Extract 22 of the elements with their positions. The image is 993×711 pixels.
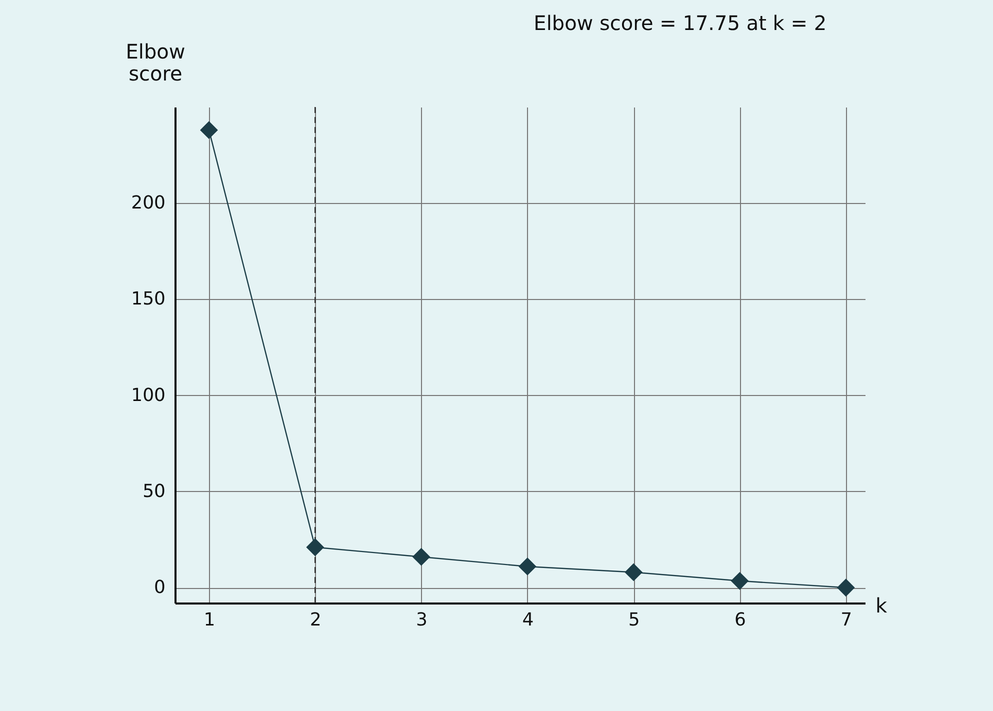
point xyxy=(624,563,643,582)
x-tick-label: 3 xyxy=(416,610,428,630)
x-tick-label: 4 xyxy=(522,610,534,630)
y-tick-label: 50 xyxy=(142,480,166,502)
point xyxy=(730,572,749,590)
point xyxy=(306,538,324,556)
x-tick-label: 7 xyxy=(840,610,852,630)
y-tick-label: 150 xyxy=(131,288,166,310)
chart-title: Elbow score = 17.75 at k = 2 xyxy=(534,11,827,35)
x-tick-label: 1 xyxy=(204,610,216,630)
x-tick-label: 5 xyxy=(628,610,640,630)
x-tick-label: 2 xyxy=(310,610,322,630)
point xyxy=(412,548,430,566)
y-axis-title: Elbow score xyxy=(126,40,186,86)
x-axis-title: k xyxy=(876,594,888,618)
point xyxy=(200,121,218,140)
y-tick-label: 0 xyxy=(154,577,166,598)
y-tick-label: 200 xyxy=(131,192,166,214)
point xyxy=(518,558,536,576)
x-tick-label: 6 xyxy=(734,610,746,630)
y-tick-label: 100 xyxy=(131,384,166,406)
point xyxy=(836,578,855,597)
